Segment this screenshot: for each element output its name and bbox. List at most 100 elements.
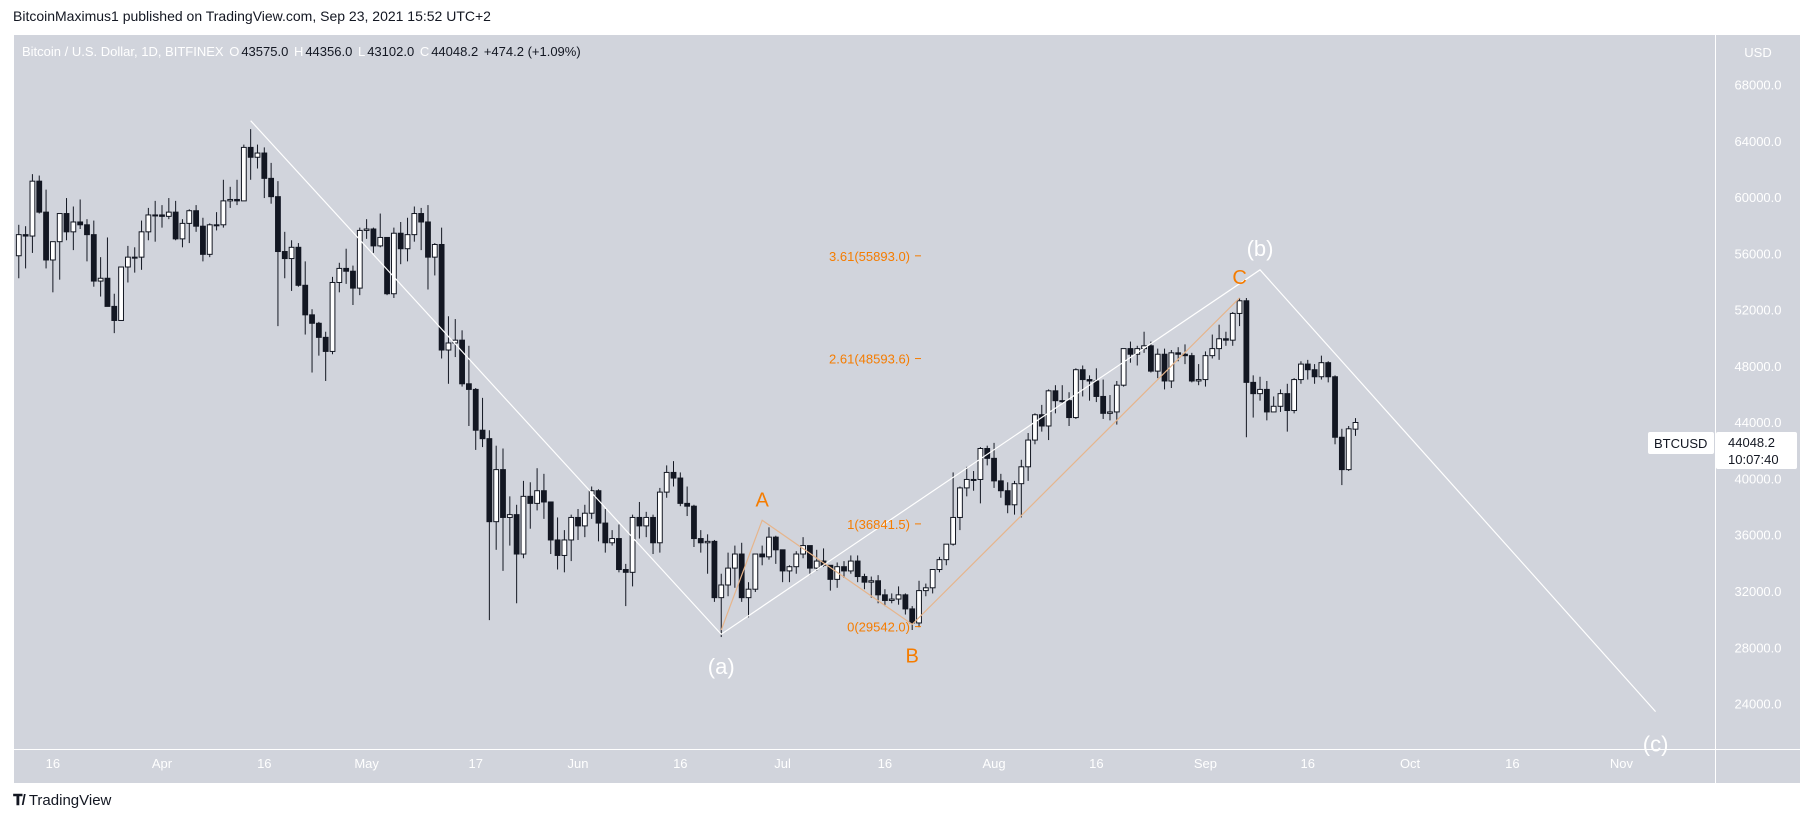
candle-bearish	[200, 217, 206, 262]
price-tag: BTCUSD 44048.2 10:07:40	[1648, 432, 1797, 469]
white-wave-label: (c)	[1643, 732, 1669, 757]
price-tick-label: 48000.0	[1735, 359, 1782, 374]
candle-body	[1154, 353, 1161, 372]
candle-bearish	[459, 330, 465, 387]
candle-bullish	[288, 240, 295, 291]
candle-body	[575, 516, 581, 527]
candle-bearish	[841, 561, 847, 578]
tradingview-logo-icon[interactable]: 𝐓/	[13, 792, 26, 809]
time-tick-label: 16	[46, 756, 60, 771]
tradingview-brand[interactable]: TradingView	[28, 792, 112, 809]
candle-bullish	[534, 468, 541, 511]
candle-bearish	[527, 482, 534, 529]
candle-bearish	[1223, 331, 1229, 346]
candle-body	[1086, 379, 1093, 382]
candle-bullish	[950, 472, 957, 546]
price-axis[interactable]: 68000.0 64000.0 60000.0 56000.0 52000.0 48000…	[1735, 78, 1782, 712]
candle-body	[766, 536, 772, 558]
candle-body	[438, 243, 445, 351]
candle-bullish	[240, 144, 247, 202]
candle-bullish	[254, 144, 261, 169]
candle-bullish	[1059, 385, 1066, 404]
candle-bullish	[609, 530, 616, 546]
candle-bearish	[281, 231, 288, 279]
candle-body	[1352, 422, 1359, 430]
candle-body	[629, 516, 636, 573]
candle-bearish	[479, 397, 486, 448]
candle-body	[827, 564, 834, 580]
price-tick-label: 60000.0	[1735, 190, 1782, 205]
candle-bearish	[343, 248, 350, 284]
candle-body	[1202, 355, 1209, 381]
candle-bullish	[718, 573, 725, 638]
candle-bearish	[684, 486, 691, 517]
candle-body	[1127, 348, 1134, 355]
candle-body	[1168, 352, 1175, 382]
price-tick-label: 24000.0	[1735, 697, 1782, 712]
symbol-tag-box	[1648, 432, 1714, 454]
candle-body	[1195, 379, 1202, 382]
time-axis[interactable]: 16 Apr 16 May 17 Jun 16 Jul 16 Aug 16 Sep 16 Oct 16 Nov	[46, 756, 1634, 771]
white-wave-label: (a)	[708, 654, 735, 679]
candle-bullish	[152, 200, 159, 242]
symbol-tag: BTCUSD	[1654, 436, 1707, 451]
fib-level-label: 3.61(55893.0)	[829, 249, 910, 264]
candle-bearish	[63, 198, 70, 241]
candle-bullish	[411, 206, 418, 242]
candle-bullish	[329, 276, 336, 355]
candle-bullish	[929, 569, 936, 594]
candle-bearish	[513, 504, 520, 604]
candle-body	[288, 246, 295, 260]
candle-bullish	[70, 206, 77, 251]
candle-bearish	[275, 181, 281, 327]
candle-bearish	[22, 226, 29, 269]
candle-bearish	[1100, 379, 1107, 419]
candle-bullish	[49, 241, 56, 293]
candle-bullish	[493, 445, 500, 550]
white-wave-line[interactable]	[250, 120, 1657, 713]
candle-bullish	[56, 213, 63, 280]
candle-body	[997, 480, 1004, 492]
candle-body	[861, 576, 868, 583]
time-tick-label: Jul	[774, 756, 791, 771]
candle-body	[159, 214, 165, 217]
candle-bearish	[90, 220, 97, 287]
candle-body	[1113, 384, 1120, 413]
candle-body	[622, 569, 629, 573]
price-tick-label: 36000.0	[1735, 528, 1782, 543]
candle-bearish	[827, 564, 834, 591]
chart-pane[interactable]	[14, 35, 1800, 783]
candle-body	[588, 490, 595, 514]
candle-bearish	[691, 504, 697, 547]
candle-bullish	[793, 551, 800, 574]
orange-wave-line[interactable]	[720, 297, 1240, 631]
candle-body	[404, 234, 411, 250]
candle-bullish	[704, 534, 711, 574]
candle-bearish	[902, 593, 909, 615]
candle-body	[882, 594, 888, 601]
price-tick-label: 68000.0	[1735, 78, 1782, 93]
legend-high-label: H	[293, 44, 304, 59]
candle-body	[281, 251, 288, 260]
candle-bearish	[779, 549, 786, 583]
candle-body	[343, 267, 350, 272]
price-chart[interactable]: USD 68000.0 64000.0 60000.0 56000.0 52000.0 4…	[0, 0, 1813, 790]
candle-bearish	[268, 162, 275, 204]
candle-bullish	[786, 565, 793, 583]
candle-body	[895, 594, 902, 600]
candle-body	[936, 559, 943, 571]
legend-high: 44356.0	[305, 44, 353, 59]
candle-bearish	[172, 200, 179, 241]
candle-body	[793, 553, 800, 568]
time-tick-label: 16	[1505, 756, 1519, 771]
candle-bearish	[711, 539, 718, 602]
candle-bullish	[186, 209, 193, 244]
time-tick-label: May	[354, 756, 379, 771]
footer: 𝐓/ TradingView	[13, 792, 111, 809]
candle-body	[1011, 483, 1018, 506]
candle-body	[240, 146, 247, 202]
candle-body	[125, 256, 131, 268]
candle-body	[841, 566, 847, 572]
legend-open-label: O	[229, 44, 240, 59]
price-tick-label: 56000.0	[1735, 246, 1782, 261]
